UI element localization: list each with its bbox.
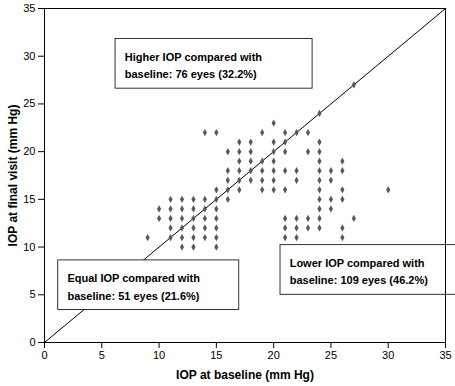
svg-text:5: 5 <box>99 349 105 361</box>
svg-text:20: 20 <box>23 145 35 157</box>
svg-text:IOP at baseline (mm Hg): IOP at baseline (mm Hg) <box>176 368 314 382</box>
svg-text:15: 15 <box>23 193 35 205</box>
svg-text:25: 25 <box>23 97 35 109</box>
svg-text:35: 35 <box>439 349 451 361</box>
svg-text:10: 10 <box>153 349 165 361</box>
svg-text:Higher IOP compared withbaseli: Higher IOP compared withbaseline: 76 eye… <box>125 51 263 81</box>
svg-text:35: 35 <box>23 2 35 14</box>
svg-text:20: 20 <box>268 349 280 361</box>
svg-text:15: 15 <box>210 349 222 361</box>
svg-text:Lower IOP compared withbaselin: Lower IOP compared withbaseline: 109 eye… <box>290 257 429 287</box>
svg-text:Equal IOP compared withbaselin: Equal IOP compared withbaseline: 51 eyes… <box>67 272 200 302</box>
svg-text:IOP at final visit (mm Hg): IOP at final visit (mm Hg) <box>6 105 20 247</box>
svg-text:30: 30 <box>382 349 394 361</box>
svg-text:0: 0 <box>41 349 47 361</box>
svg-text:0: 0 <box>29 336 35 348</box>
svg-text:5: 5 <box>29 288 35 300</box>
svg-text:25: 25 <box>325 349 337 361</box>
svg-text:30: 30 <box>23 50 35 62</box>
svg-text:10: 10 <box>23 241 35 253</box>
